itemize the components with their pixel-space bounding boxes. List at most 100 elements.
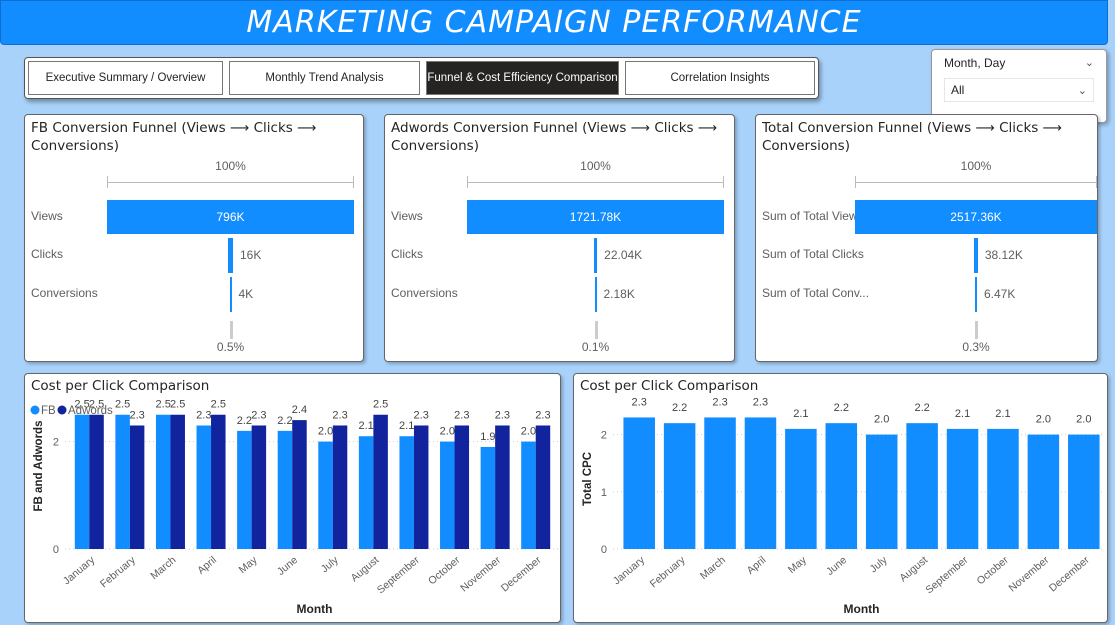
bar-total[interactable] <box>906 423 938 549</box>
y-tick-label: 2 <box>53 437 59 449</box>
funnel-conversion-rate-bar <box>229 321 233 339</box>
bar-total[interactable] <box>785 428 817 549</box>
x-tick-label: December <box>499 554 544 595</box>
funnel-bar[interactable] <box>974 238 978 273</box>
funnel-bottom-percent: 0.5% <box>216 340 245 354</box>
bar-adwords[interactable] <box>129 425 145 549</box>
bar-fb[interactable] <box>74 414 90 549</box>
funnel-bar[interactable] <box>229 277 232 312</box>
x-tick-label: August <box>897 554 930 584</box>
x-tick-label: October <box>975 554 1012 588</box>
bar-adwords[interactable] <box>332 425 348 549</box>
x-tick-label: March <box>148 554 178 582</box>
x-axis-title: Month <box>297 602 333 616</box>
funnel-stage-label: Clicks <box>31 247 63 261</box>
slicer-dropdown[interactable]: All ⌄ <box>944 78 1094 102</box>
funnel-title: Total Conversion Funnel (Views ⟶ Clicks … <box>762 120 1062 154</box>
bar-adwords[interactable] <box>495 425 510 549</box>
y-tick-label: 0 <box>53 544 59 556</box>
funnel-bar[interactable] <box>855 200 1097 234</box>
bar-adwords[interactable] <box>373 414 388 549</box>
cpc-comparison-panel: Cost per Click Comparison 0 2 FB and Adword… <box>24 373 561 623</box>
bar-total[interactable] <box>1068 434 1100 549</box>
bar-fb[interactable] <box>115 414 130 549</box>
bar-adwords[interactable] <box>454 425 470 549</box>
conversion-funnel-panel: Total Conversion Funnel (Views ⟶ Clicks … <box>755 114 1098 362</box>
data-label: 2.5 <box>115 399 130 411</box>
chevron-down-icon: ⌄ <box>1077 84 1087 97</box>
legend-marker-fb <box>30 405 40 415</box>
funnel-value: 22.04K <box>604 248 643 262</box>
bar-fb[interactable] <box>155 414 171 549</box>
bar-fb[interactable] <box>399 436 414 549</box>
funnel-bar[interactable] <box>593 238 598 273</box>
tab-monthly-trend[interactable]: Monthly Trend Analysis <box>229 61 420 95</box>
bar-total[interactable] <box>865 434 898 549</box>
bar-total[interactable] <box>825 423 858 549</box>
bar-total[interactable] <box>663 423 696 549</box>
bar-adwords[interactable] <box>292 420 307 549</box>
x-tick-label: February <box>648 554 688 591</box>
funnel-axis <box>107 182 354 183</box>
data-label: 2.3 <box>632 396 647 408</box>
funnel-bar[interactable] <box>594 277 597 312</box>
data-label: 2.2 <box>237 415 252 427</box>
funnel-bottom-percent: 0.3% <box>962 340 990 354</box>
bar-total[interactable] <box>623 417 655 549</box>
bar-total[interactable] <box>987 428 1019 549</box>
x-tick-label: September <box>375 554 422 597</box>
data-label: 2.3 <box>332 409 347 421</box>
funnel-top-percent: 100% <box>215 159 246 173</box>
bar-fb[interactable] <box>480 446 496 549</box>
funnel-stage-label: Sum of Total Views <box>762 209 864 223</box>
bar-total[interactable] <box>744 417 777 549</box>
tab-correlation[interactable]: Correlation Insights <box>625 61 815 95</box>
y-axis-title: FB and Adwords <box>33 421 45 512</box>
bar-fb[interactable] <box>521 441 536 549</box>
data-label: 2.3 <box>196 409 211 421</box>
funnel-bar[interactable] <box>107 200 354 234</box>
funnel-value: 2.18K <box>603 287 635 301</box>
tab-funnel-cost[interactable]: Funnel & Cost Efficiency Comparison <box>426 61 619 95</box>
bar-fb[interactable] <box>237 430 252 549</box>
bar-adwords[interactable] <box>251 425 267 549</box>
funnel-bar[interactable] <box>228 238 233 273</box>
total-cpc-panel: Cost per Click Comparison 0 1 2 Total CPC Mon… <box>573 373 1108 623</box>
data-label: 2.3 <box>129 409 144 421</box>
funnel-stage-label: Sum of Total Clicks <box>762 247 864 261</box>
chevron-down-icon[interactable]: ⌄ <box>1084 57 1094 69</box>
bar-adwords[interactable] <box>535 425 551 549</box>
bar-total[interactable] <box>946 428 979 549</box>
tab-executive-summary[interactable]: Executive Summary / Overview <box>28 61 223 95</box>
bar-adwords[interactable] <box>170 414 185 549</box>
funnel-value: 16K <box>239 248 262 262</box>
y-tick-label: 0 <box>601 544 607 556</box>
x-tick-label: June <box>275 554 300 578</box>
y-tick-label: 1 <box>601 487 607 499</box>
bar-fb[interactable] <box>358 436 374 549</box>
data-label: 2.4 <box>292 404 307 416</box>
funnel-stage-label: Views <box>391 209 423 223</box>
funnel-stage-label: Clicks <box>391 247 423 261</box>
funnel-value: 1721.78K <box>569 210 622 224</box>
funnel-bar[interactable] <box>467 200 724 234</box>
data-label: 2.5 <box>211 399 226 411</box>
data-label: 2.3 <box>251 409 266 421</box>
slicer-title: Month, Day <box>944 56 1006 70</box>
bar-fb[interactable] <box>277 430 293 549</box>
data-label: 2.1 <box>358 420 373 432</box>
bar-adwords[interactable] <box>211 414 226 549</box>
bar-adwords[interactable] <box>89 414 104 549</box>
x-tick-label: June <box>824 554 849 578</box>
bar-fb[interactable] <box>318 441 333 549</box>
bar-adwords[interactable] <box>413 425 429 549</box>
data-label: 2.0 <box>874 414 889 426</box>
bar-fb[interactable] <box>440 441 455 549</box>
x-tick-label: January <box>61 554 98 588</box>
funnel-bar[interactable] <box>975 277 977 312</box>
data-label: 2.3 <box>712 396 727 408</box>
funnel-stage-label: Conversions <box>391 286 458 300</box>
bar-total[interactable] <box>1027 434 1060 549</box>
bar-total[interactable] <box>704 417 736 549</box>
bar-fb[interactable] <box>196 425 212 549</box>
